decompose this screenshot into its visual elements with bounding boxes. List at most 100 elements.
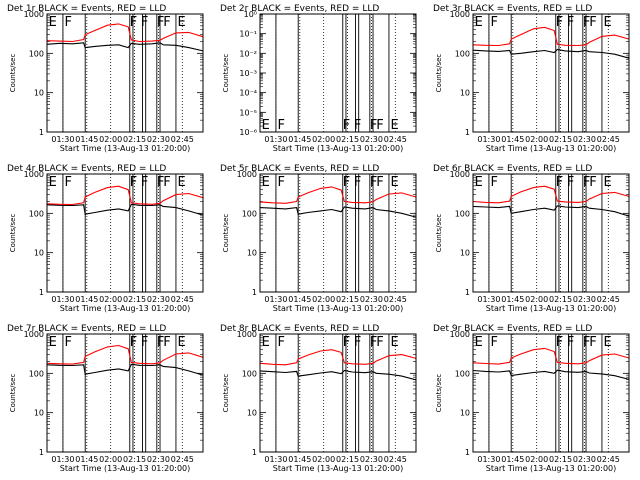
y-tick-label: 10 bbox=[460, 249, 470, 258]
flag-letter: F bbox=[376, 335, 383, 350]
plot-frame bbox=[472, 13, 630, 133]
y-tick-label: 100 bbox=[455, 209, 470, 218]
x-tick-label: 02:00 bbox=[99, 455, 122, 464]
flag-letter: F bbox=[491, 335, 498, 350]
x-tick-label: 02:15 bbox=[336, 455, 359, 464]
y-axis-title: Counts/sec bbox=[9, 374, 17, 413]
x-tick-label: 02:00 bbox=[525, 295, 548, 304]
flag-letter: F bbox=[556, 15, 563, 30]
flag-letter: F bbox=[130, 15, 137, 30]
flag-letter: E bbox=[262, 335, 270, 350]
x-tick-label: 02:30 bbox=[573, 295, 596, 304]
flag-letter: F bbox=[163, 15, 170, 30]
y-tick-label: 1 bbox=[465, 128, 470, 137]
y-axis-title: Counts/sec bbox=[435, 374, 443, 413]
y-tick-label: 100 bbox=[242, 369, 257, 378]
x-tick-label: 02:15 bbox=[123, 455, 146, 464]
panel-title: Det 5r BLACK = Events, RED = LLD bbox=[220, 164, 379, 174]
panel-title: Det 4r BLACK = Events, RED = LLD bbox=[7, 164, 166, 174]
y-tick-label: 100 bbox=[242, 209, 257, 218]
x-tick-label: 02:15 bbox=[336, 295, 359, 304]
y-axis-title: Counts/sec bbox=[222, 214, 230, 253]
flag-letter: E bbox=[604, 175, 612, 190]
flag-letter: F bbox=[583, 175, 590, 190]
flag-letter: E bbox=[604, 335, 612, 350]
flag-letter: F bbox=[354, 118, 361, 133]
flag-letter: F bbox=[583, 15, 590, 30]
y-axis-title: Counts/sec bbox=[222, 54, 230, 93]
x-tick-label: 02:15 bbox=[123, 295, 146, 304]
plot-frame bbox=[472, 173, 630, 293]
y-axis-title: Counts/sec bbox=[435, 54, 443, 93]
x-axis-title: Start Time (13-Aug-13 01:20:00) bbox=[486, 144, 617, 153]
x-tick-label: 02:45 bbox=[171, 455, 194, 464]
y-tick-label: 10⁻⁴ bbox=[239, 89, 257, 98]
flag-letter: F bbox=[157, 175, 164, 190]
flag-letter: F bbox=[567, 15, 574, 30]
x-tick-label: 02:45 bbox=[384, 135, 407, 144]
x-tick-label: 01:30 bbox=[264, 295, 287, 304]
events-series-line bbox=[259, 369, 417, 381]
flag-letter: F bbox=[491, 15, 498, 30]
flag-letter: F bbox=[163, 175, 170, 190]
flag-letter: E bbox=[178, 15, 186, 30]
flag-letter: F bbox=[157, 335, 164, 350]
lld-series-line bbox=[472, 347, 630, 365]
x-tick-label: 02:00 bbox=[525, 135, 548, 144]
x-tick-label: 01:30 bbox=[51, 135, 74, 144]
flag-letter: F bbox=[130, 335, 137, 350]
x-tick-label: 02:45 bbox=[384, 455, 407, 464]
x-tick-label: 02:00 bbox=[312, 455, 335, 464]
events-series-line bbox=[472, 205, 630, 217]
x-axis-title: Start Time (13-Aug-13 01:20:00) bbox=[273, 304, 404, 313]
x-axis-title: Start Time (13-Aug-13 01:20:00) bbox=[60, 464, 191, 473]
x-tick-label: 01:45 bbox=[288, 135, 311, 144]
y-tick-label: 10⁻¹ bbox=[239, 30, 257, 39]
y-tick-label: 1 bbox=[39, 448, 44, 457]
plot-frame bbox=[259, 333, 417, 453]
y-tick-label: 1000 bbox=[450, 170, 470, 179]
flag-letter: E bbox=[604, 15, 612, 30]
y-tick-label: 1000 bbox=[450, 330, 470, 339]
panel-title: Det 3r BLACK = Events, RED = LLD bbox=[433, 4, 592, 14]
y-axis-title: Counts/sec bbox=[222, 374, 230, 413]
y-axis-title: Counts/sec bbox=[9, 214, 17, 253]
x-tick-label: 02:15 bbox=[336, 135, 359, 144]
flag-letter: E bbox=[475, 175, 483, 190]
events-series-line bbox=[46, 363, 204, 376]
y-tick-label: 10 bbox=[34, 89, 44, 98]
flag-letter: F bbox=[343, 118, 350, 133]
panel-title: Det 1r BLACK = Events, RED = LLD bbox=[7, 4, 166, 14]
panel-title: Det 7r BLACK = Events, RED = LLD bbox=[7, 324, 166, 334]
y-tick-label: 1 bbox=[465, 288, 470, 297]
panel-title: Det 8r BLACK = Events, RED = LLD bbox=[220, 324, 379, 334]
x-tick-label: 02:45 bbox=[597, 295, 620, 304]
x-tick-label: 02:30 bbox=[147, 135, 170, 144]
lld-series-line bbox=[46, 185, 204, 206]
x-tick-label: 02:30 bbox=[573, 135, 596, 144]
y-tick-label: 10 bbox=[247, 409, 257, 418]
x-tick-label: 02:00 bbox=[525, 455, 548, 464]
flag-letter: E bbox=[475, 335, 483, 350]
x-tick-label: 01:45 bbox=[75, 295, 98, 304]
x-tick-label: 02:45 bbox=[171, 295, 194, 304]
flag-letter: F bbox=[376, 118, 383, 133]
flag-letter: E bbox=[49, 175, 57, 190]
y-tick-label: 1 bbox=[252, 448, 257, 457]
flag-letter: F bbox=[141, 335, 148, 350]
x-tick-label: 01:30 bbox=[477, 135, 500, 144]
lld-series-line bbox=[472, 26, 630, 47]
flag-letter: F bbox=[589, 15, 596, 30]
x-tick-label: 01:45 bbox=[501, 455, 524, 464]
plot-frame bbox=[259, 13, 417, 133]
x-axis-title: Start Time (13-Aug-13 01:20:00) bbox=[273, 144, 404, 153]
flag-letter: F bbox=[354, 175, 361, 190]
x-tick-label: 01:30 bbox=[51, 455, 74, 464]
flag-letter: F bbox=[589, 175, 596, 190]
flag-letter: F bbox=[65, 335, 72, 350]
